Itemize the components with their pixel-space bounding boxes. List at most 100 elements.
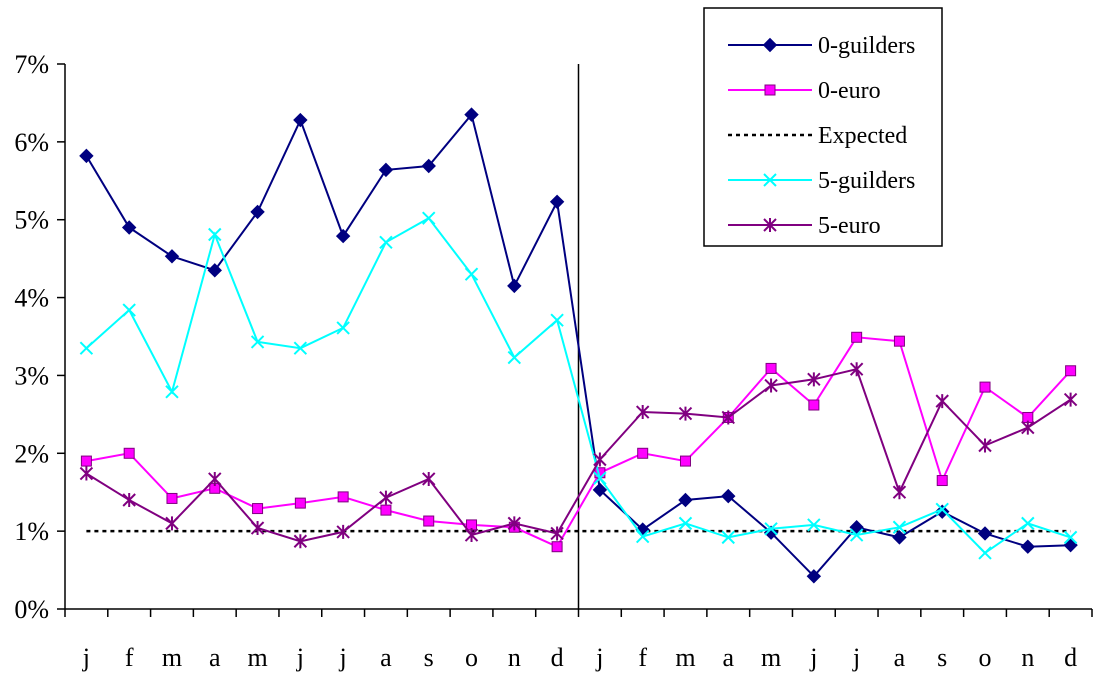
data-point: [762, 37, 778, 53]
data-point: [207, 263, 222, 278]
data-point: [978, 438, 992, 453]
x-tick-label: d: [551, 643, 564, 672]
data-point: [935, 504, 950, 519]
data-point: [765, 362, 777, 374]
data-point: [550, 526, 564, 541]
data-point: [79, 148, 94, 164]
x-tick-label: j: [852, 643, 860, 672]
x-tick-label: a: [209, 643, 221, 672]
data-point: [336, 524, 350, 539]
data-point: [507, 278, 522, 294]
data-point: [1020, 539, 1036, 554]
x-tick-label: a: [380, 643, 392, 672]
data-point: [808, 399, 820, 411]
data-point: [336, 321, 350, 335]
data-point: [892, 530, 907, 545]
data-point: [1065, 365, 1077, 377]
y-tick-label: 2%: [14, 439, 49, 468]
data-point: [380, 504, 392, 516]
data-point: [421, 158, 436, 174]
data-point: [763, 218, 777, 232]
data-point: [849, 362, 864, 377]
x-tick-label: j: [82, 643, 90, 672]
data-point: [721, 488, 736, 504]
x-tick-label: j: [339, 643, 347, 672]
data-point: [122, 303, 136, 317]
data-point: [378, 162, 394, 178]
data-point: [464, 528, 479, 543]
x-tick-label: s: [937, 643, 947, 672]
legend: 0-guilders 0-euro Expected 5-guilders 5-euro: [703, 7, 943, 247]
data-point: [1021, 516, 1035, 531]
legend-item: Expected: [728, 123, 907, 149]
data-point: [977, 526, 993, 541]
series-line: [86, 336, 1072, 548]
x-tick-label: s: [424, 643, 434, 672]
data-point: [337, 491, 349, 503]
x-tick-label: o: [465, 643, 478, 672]
y-tick-label: 0%: [14, 595, 49, 624]
legend-label: Expected: [818, 123, 907, 149]
x-tick-label: j: [595, 643, 603, 672]
data-point: [892, 520, 907, 534]
data-point: [250, 204, 265, 220]
y-tick-label: 1%: [14, 517, 49, 546]
data-point: [165, 385, 179, 399]
data-point: [165, 516, 179, 531]
data-point: [679, 455, 691, 467]
data-point: [849, 528, 864, 542]
data-point: [678, 492, 693, 508]
x-tick-label: m: [675, 643, 695, 672]
legend-label: 5-euro: [818, 213, 881, 239]
data-point: [379, 235, 393, 250]
data-point: [935, 502, 949, 517]
data-point: [422, 471, 436, 486]
data-point: [208, 471, 222, 486]
data-point: [507, 350, 522, 365]
data-point: [464, 267, 479, 281]
data-point: [721, 410, 735, 425]
data-point: [166, 492, 178, 504]
series-line: [85, 112, 1071, 578]
data-point: [635, 529, 650, 544]
data-point: [935, 394, 949, 409]
data-point: [252, 503, 264, 515]
x-tick-label: o: [979, 643, 992, 672]
data-point: [250, 335, 265, 349]
data-point: [592, 482, 608, 498]
data-point: [121, 220, 137, 235]
series-0-guilders: [79, 107, 1078, 584]
x-tick-label: j: [296, 643, 304, 672]
y-tick-label: 4%: [14, 284, 49, 313]
data-point: [123, 447, 135, 459]
series-line: [85, 368, 1072, 543]
data-point: [294, 497, 306, 509]
x-tick-label: m: [247, 643, 267, 672]
legend-item: 0-euro: [728, 78, 881, 104]
series-layer: [79, 107, 1078, 584]
data-point: [1063, 530, 1078, 545]
x-tick-label: a: [894, 643, 906, 672]
data-point: [507, 516, 522, 531]
y-tick-labels: 0% 1% 2% 3% 4% 5% 6% 7%: [14, 50, 49, 624]
data-point: [293, 534, 308, 549]
data-point: [635, 405, 650, 420]
legend-item: 5-guilders: [728, 168, 915, 194]
data-point: [293, 112, 308, 128]
data-point: [79, 341, 94, 355]
data-point: [79, 466, 94, 481]
data-point: [464, 107, 479, 122]
data-point: [550, 313, 564, 327]
data-point: [335, 228, 351, 244]
x-tick-label: n: [1021, 643, 1034, 672]
series-5-euro: [79, 362, 1078, 549]
data-point: [893, 335, 905, 347]
legend-item: 5-euro: [728, 213, 881, 239]
data-point: [806, 569, 822, 584]
series-5-guilders: [79, 211, 1078, 560]
data-point: [978, 546, 992, 560]
data-point: [593, 471, 607, 485]
x-tick-label: n: [508, 643, 521, 672]
